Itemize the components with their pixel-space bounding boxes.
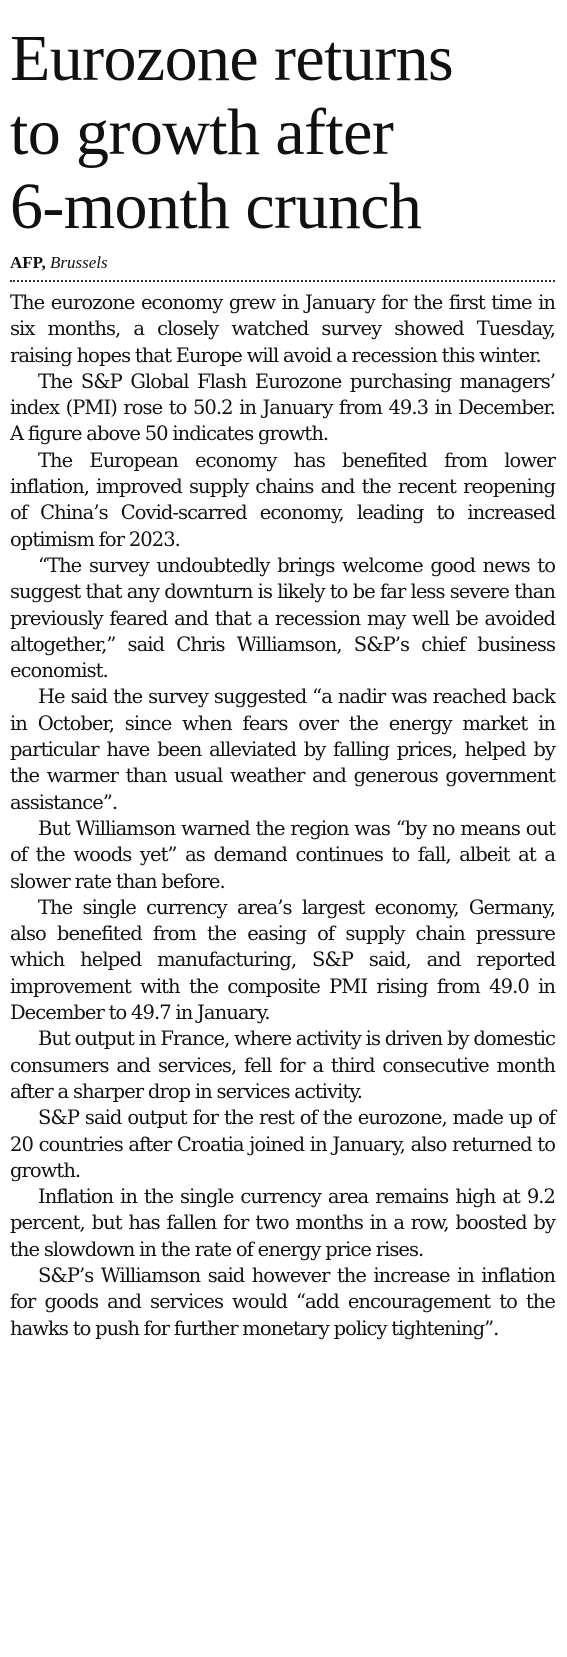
paragraph-2: The S&P Global Flash Eurozone purchasing… bbox=[10, 369, 556, 446]
headline-line-3: 6-month crunch bbox=[10, 170, 422, 243]
dotted-divider bbox=[10, 280, 555, 282]
paragraph-4: “The survey undoubtedly brings welcome g… bbox=[10, 553, 556, 683]
byline-location: Brussels bbox=[50, 253, 108, 272]
paragraph-3: The European economy has benefited from … bbox=[10, 448, 556, 551]
headline-line-1: Eurozone returns bbox=[10, 22, 454, 95]
paragraph-6: But Williamson warned the region was “by… bbox=[10, 816, 556, 893]
paragraph-10: Inflation in the single currency area re… bbox=[10, 1185, 556, 1261]
article-body: The eurozone economy grew in January for… bbox=[10, 290, 556, 1342]
paragraph-8: But output in France, where activity is … bbox=[10, 1027, 556, 1103]
headline: Eurozone returns to growth after 6-month… bbox=[10, 0, 555, 244]
headline-line-2: to growth after bbox=[10, 96, 394, 169]
byline: AFP, Brussels bbox=[10, 252, 555, 274]
paragraph-9: S&P said output for the rest of the euro… bbox=[10, 1106, 556, 1182]
paragraph-5: He said the survey suggested “a nadir wa… bbox=[10, 685, 556, 814]
paragraph-11: S&P’s Williamson said however the increa… bbox=[10, 1263, 556, 1340]
byline-agency: AFP, bbox=[10, 253, 46, 272]
paragraph-7: The single currency area’s largest econo… bbox=[10, 895, 556, 1025]
paragraph-1: The eurozone economy grew in January for… bbox=[10, 291, 556, 367]
